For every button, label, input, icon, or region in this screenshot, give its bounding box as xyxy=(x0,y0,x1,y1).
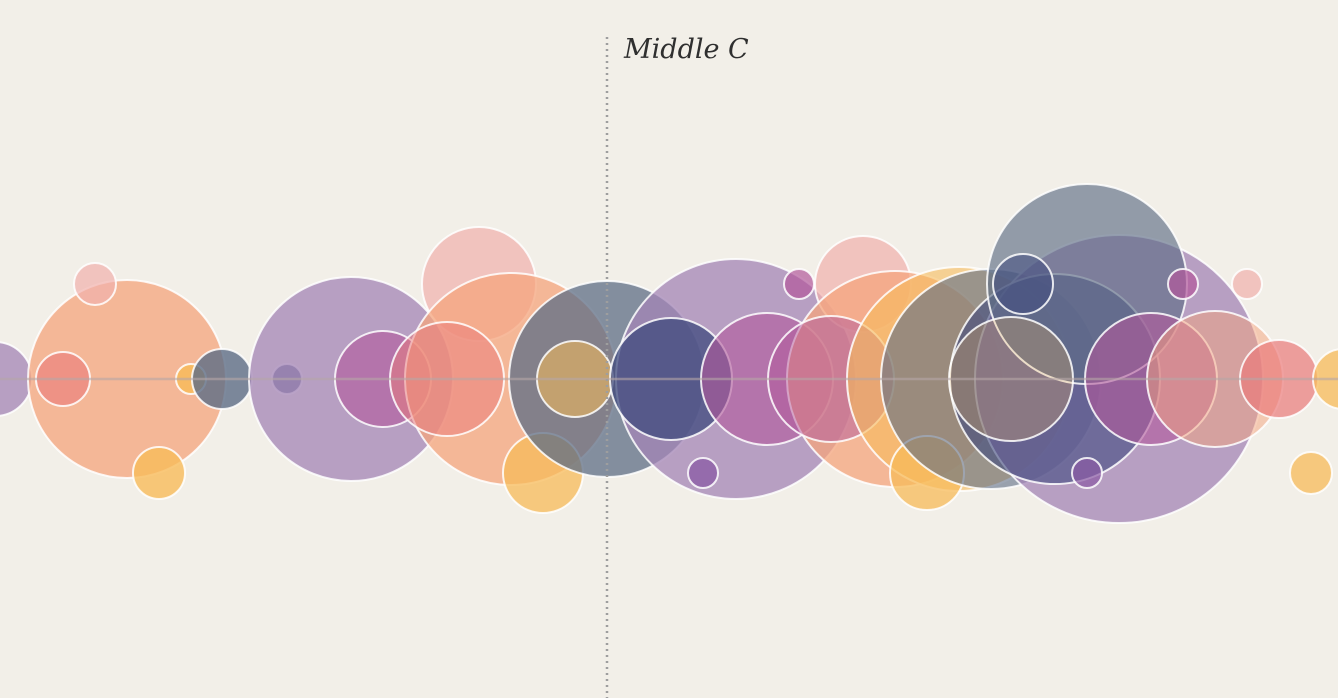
note-circle xyxy=(132,446,186,500)
note-circle xyxy=(73,262,117,306)
middle-c-label: Middle C xyxy=(624,34,749,65)
note-circle xyxy=(1231,268,1263,300)
note-circle xyxy=(783,268,815,300)
note-circle xyxy=(1167,268,1199,300)
note-circle xyxy=(687,457,719,489)
note-circle xyxy=(1289,451,1333,495)
note-circle xyxy=(992,253,1054,315)
note-circle xyxy=(1071,457,1103,489)
